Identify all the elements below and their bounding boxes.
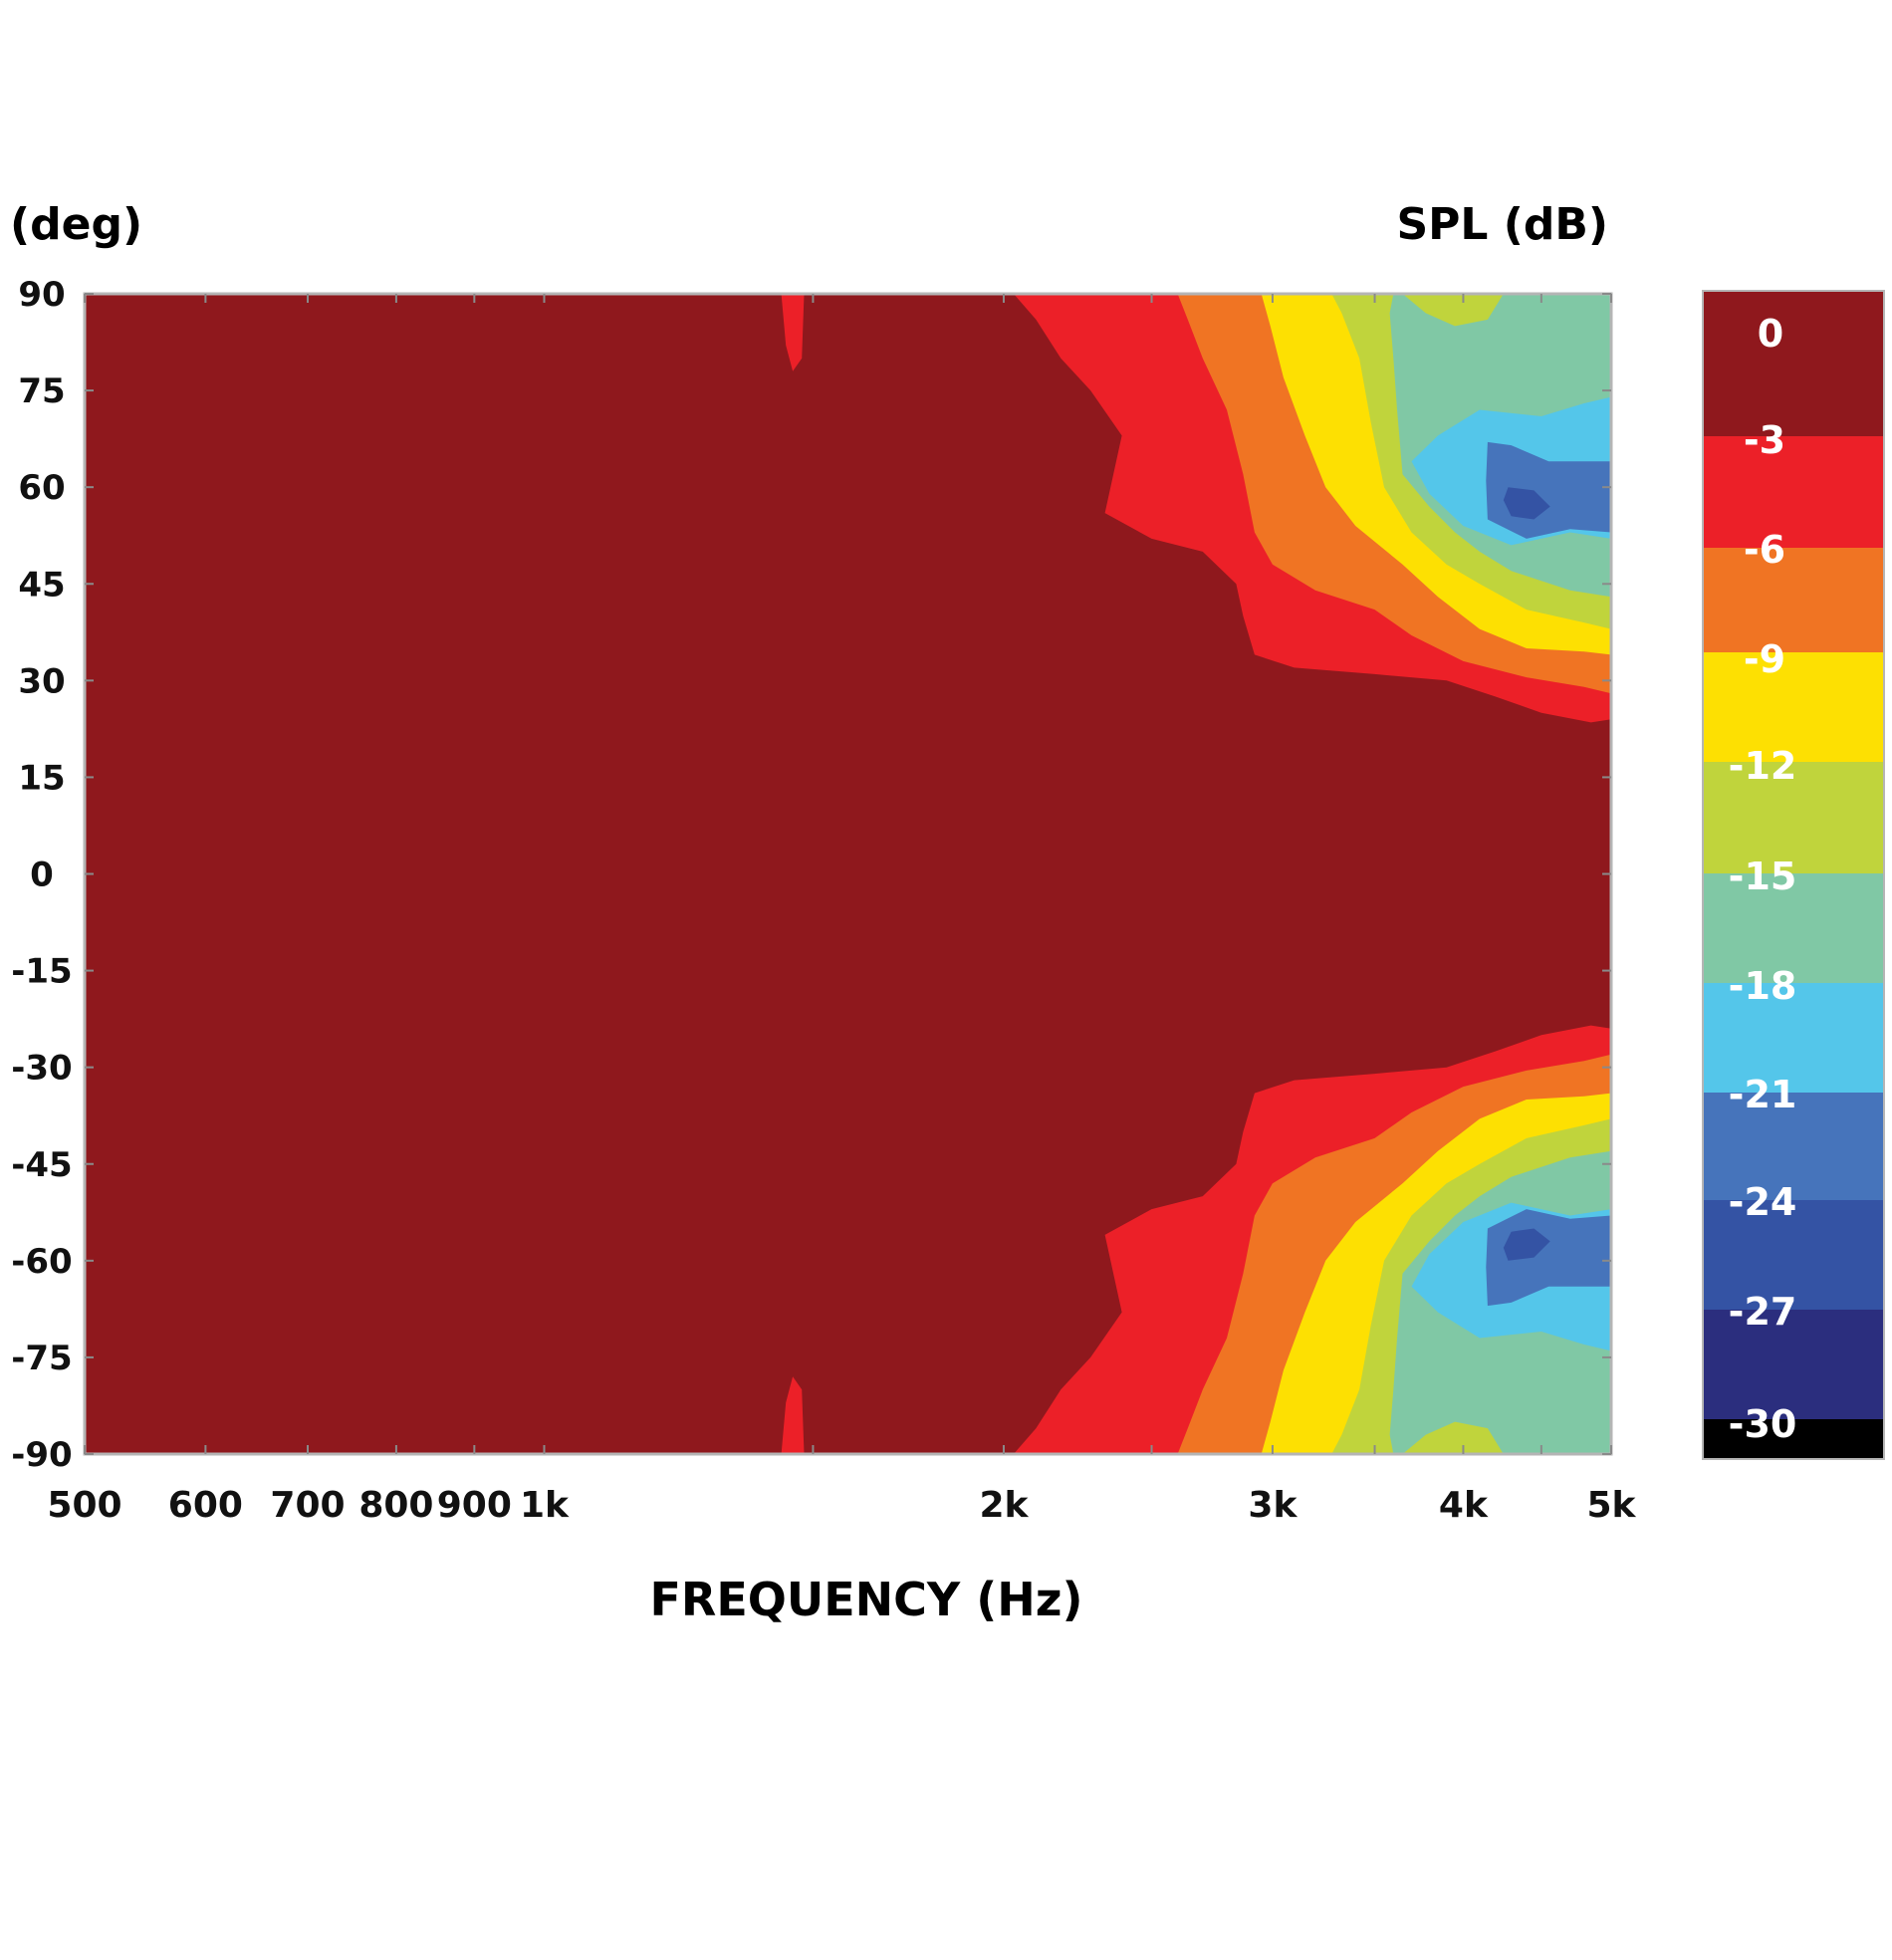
colorbar-label-value: -30	[1729, 1402, 1797, 1446]
y-tick-label: 60	[18, 468, 65, 508]
colorbar-label-value: 0	[1758, 312, 1783, 356]
colorbar-swatch	[1703, 1419, 1884, 1459]
contour-region-m12-12	[1402, 294, 1504, 327]
x-ticks: 500 600 700 800 900 1k 2k 3k 4k 5k	[47, 294, 1637, 1526]
x-tick-label: 500	[47, 1485, 121, 1526]
x-tick-label: 5k	[1587, 1485, 1637, 1526]
y-tick-label: 90	[18, 275, 65, 315]
contour-region-m24-19	[1503, 1228, 1550, 1261]
colorbar: 0 -3 -6 -9 -12 -15 -18 -21 -24 -27 -30	[1702, 290, 1885, 1460]
colorbar-swatch	[1703, 1093, 1884, 1200]
y-axis-label: (deg)	[10, 199, 142, 250]
y-tick-label: -45	[11, 1145, 72, 1185]
y-tick-label: -90	[11, 1435, 72, 1475]
contour-region-m3-1	[781, 1376, 805, 1454]
plot-area	[83, 292, 1613, 1456]
y-tick-label: -15	[11, 952, 72, 992]
contour-region-m3-0	[781, 294, 805, 371]
x-tick-label: 800	[358, 1485, 433, 1526]
x-tick-label: 700	[270, 1485, 345, 1526]
colorbar-swatch	[1703, 983, 1884, 1093]
y-tick-label: -60	[11, 1242, 72, 1282]
contour-region-m12-13	[1402, 1421, 1504, 1454]
y-ticks: 90 75 60 45 30 15 0 -15 -30 -45 -60 -75 -90	[11, 275, 1611, 1475]
colorbar-label-value: -15	[1729, 855, 1797, 898]
colorbar-label-value: -3	[1744, 418, 1785, 462]
y-tick-label: 45	[18, 565, 65, 605]
colorbar-frame	[1702, 290, 1885, 1460]
y-tick-label: -30	[11, 1049, 72, 1089]
colorbar-swatch	[1703, 652, 1884, 762]
colorbar-label-value: -6	[1744, 528, 1785, 572]
x-tick-label: 3k	[1248, 1485, 1298, 1526]
y-tick-label: 15	[18, 758, 65, 798]
colorbar-swatch	[1703, 873, 1884, 983]
colorbar-swatch	[1703, 762, 1884, 873]
contour-region-m24-18	[1503, 487, 1550, 520]
x-tick-label: 900	[437, 1485, 512, 1526]
x-tick-label: 4k	[1439, 1485, 1489, 1526]
x-tick-label: 1k	[520, 1485, 570, 1526]
colorbar-label-value: -27	[1729, 1290, 1797, 1334]
colorbar-label: SPL (dB)	[1396, 199, 1608, 250]
y-tick-label: 0	[30, 856, 54, 895]
y-tick-label: 30	[18, 661, 65, 701]
colorbar-swatch	[1703, 1310, 1884, 1419]
colorbar-swatch	[1703, 1200, 1884, 1310]
y-tick-label: 75	[18, 371, 65, 411]
y-tick-label: -75	[11, 1339, 72, 1378]
colorbar-label-value: -21	[1729, 1073, 1797, 1116]
colorbar-label-value: -24	[1729, 1180, 1797, 1224]
colorbar-label-value: -12	[1729, 744, 1797, 788]
x-axis-label: FREQUENCY (Hz)	[649, 1573, 1082, 1626]
colorbar-label-value: -9	[1744, 637, 1785, 681]
x-tick-label: 600	[168, 1485, 243, 1526]
colorbar-swatch	[1703, 548, 1884, 652]
colorbar-swatch	[1703, 291, 1884, 436]
colorbar-swatch	[1703, 436, 1884, 548]
colorbar-label-value: -18	[1729, 964, 1797, 1008]
x-tick-label: 2k	[979, 1485, 1029, 1526]
